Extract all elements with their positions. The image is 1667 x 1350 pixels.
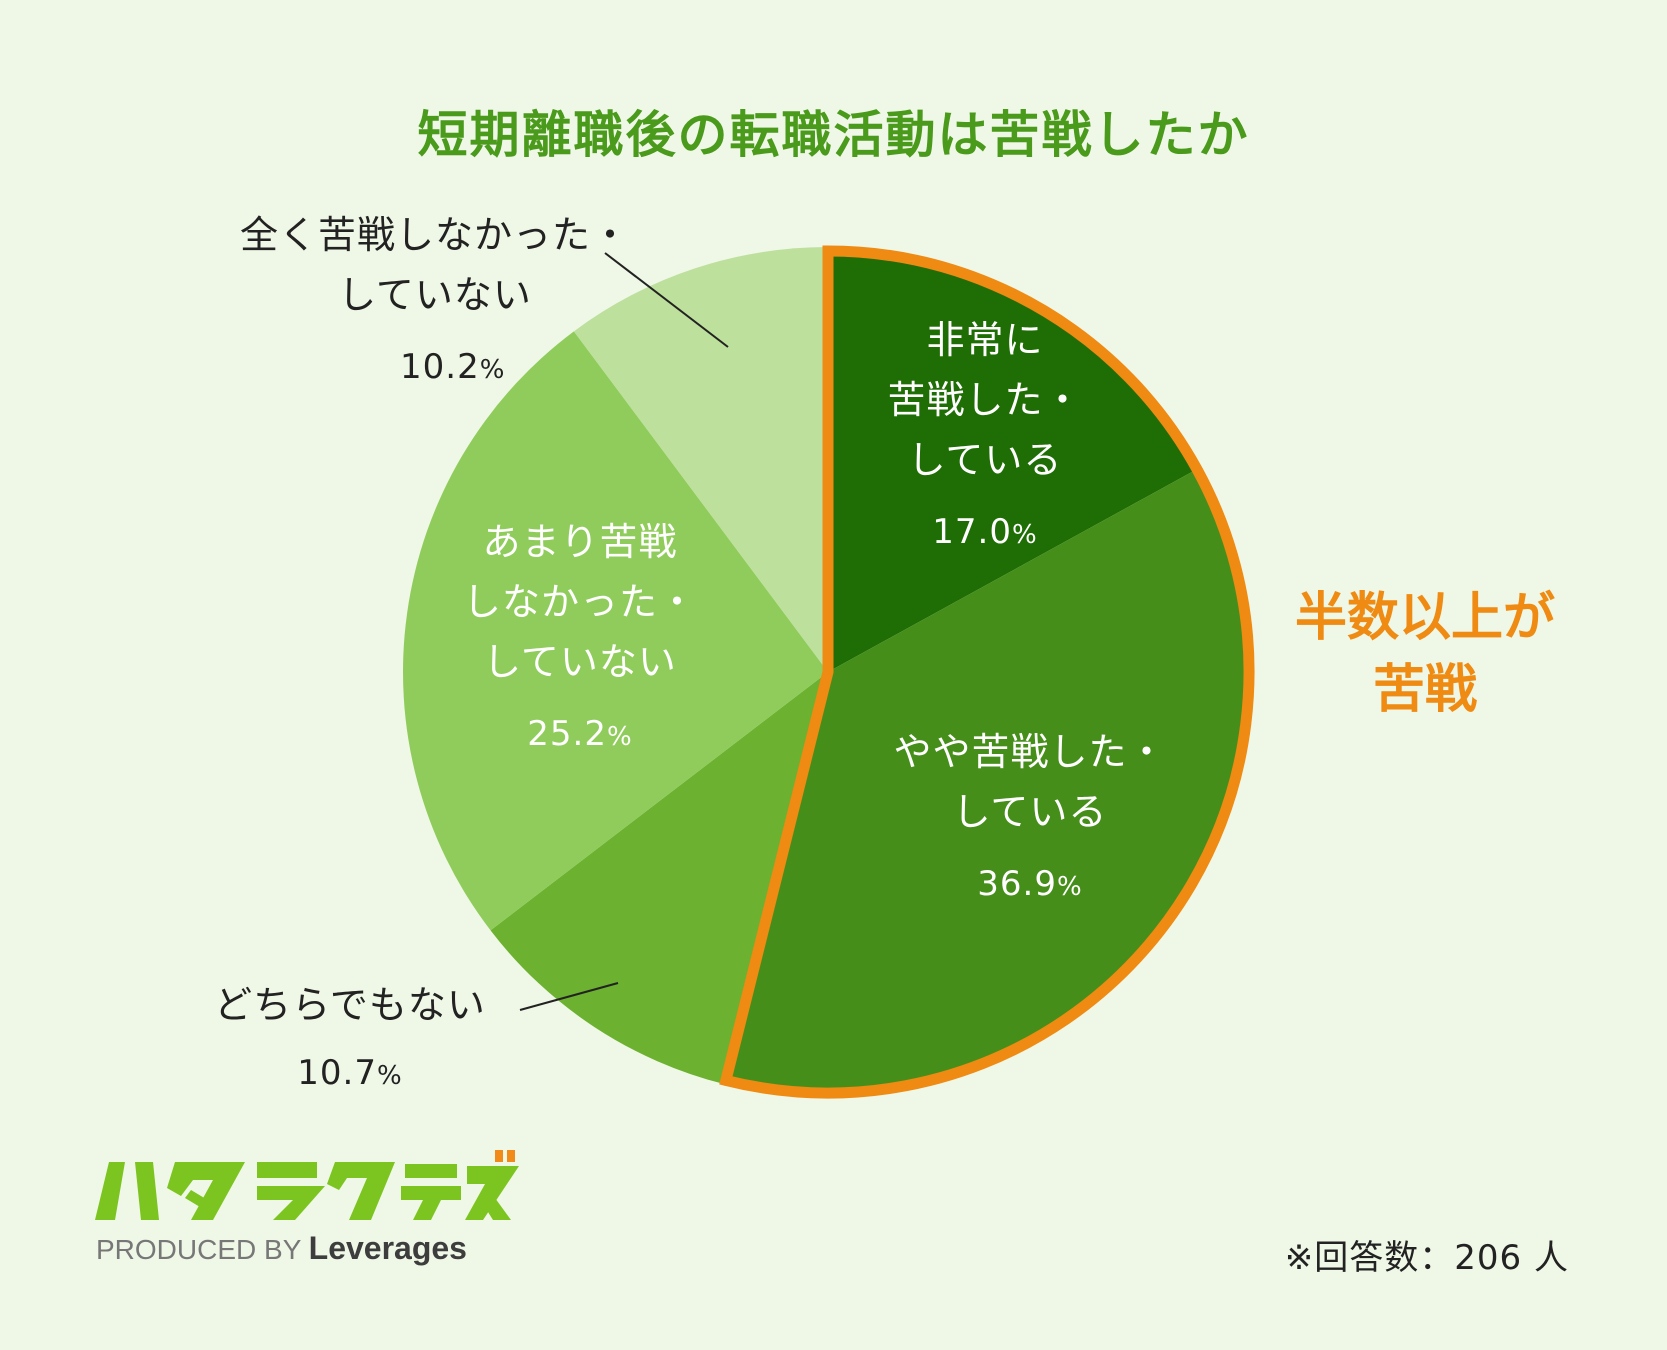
slice-label-text: 全く苦戦しなかった・ (239, 213, 630, 257)
slice-label-not-at-all: 全く苦戦しなかった・ していない 10.2% (210, 205, 660, 400)
slice-percent: 36.9% (977, 864, 1083, 904)
pie-slice (402, 331, 828, 931)
pie-slice (490, 672, 828, 1085)
pie-slice (724, 467, 1253, 1097)
slice-label-text: 非常に (926, 318, 1044, 362)
highlight-outline (719, 245, 1255, 1099)
slice-label-text: している (907, 438, 1063, 482)
slice-label-very-struggled: 非常に 苦戦した・ している 17.0% (835, 310, 1135, 565)
slice-percent: 17.0% (932, 512, 1038, 552)
produced-by-text: PRODUCED BY (96, 1234, 301, 1265)
slice-label-text: 苦戦した・ (887, 378, 1083, 422)
slice-label-text: あまり苦戦 (482, 520, 678, 564)
callout-line: 半数以上が (1294, 588, 1555, 648)
slice-percent: 10.7% (297, 1053, 403, 1093)
slice-label-text: していない (338, 273, 532, 317)
respondent-note: ※回答数：206 人 (1284, 1238, 1569, 1278)
chart-title: 短期離職後の転職活動は苦戦したか (417, 106, 1250, 164)
slice-label-text: どちらでもない (214, 983, 486, 1027)
leader-line (519, 982, 619, 1011)
slice-label-text: している (952, 790, 1108, 834)
callout-line: 苦戦 (1372, 660, 1477, 720)
highlight-callout: 半数以上が 苦戦 (1265, 582, 1585, 726)
slice-label-text: していない (483, 640, 677, 684)
slice-label-text: しなかった・ (462, 580, 697, 624)
leader-line (604, 252, 729, 348)
slice-label-text: やや苦戦した・ (893, 730, 1167, 774)
slice-percent: 25.2% (527, 714, 633, 754)
hataractive-logo (95, 1150, 525, 1234)
slice-label-neither: どちらでもない 10.7% (170, 975, 530, 1106)
brand-text: Leverages (308, 1230, 467, 1266)
slice-label-not-much: あまり苦戦 しなかった・ していない 25.2% (420, 512, 740, 767)
slice-percent: 10.2% (400, 347, 506, 387)
logo-subtitle: PRODUCED BY Leverages (96, 1230, 467, 1267)
logo-mark-icon (95, 1150, 519, 1220)
pie-slice (573, 247, 828, 672)
slice-label-somewhat-struggled: やや苦戦した・ している 36.9% (860, 722, 1200, 917)
